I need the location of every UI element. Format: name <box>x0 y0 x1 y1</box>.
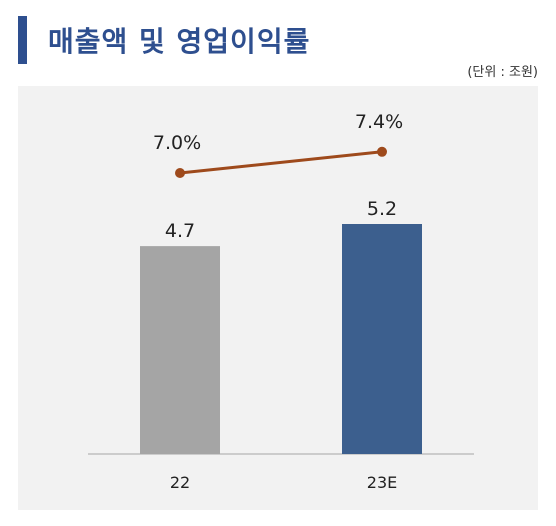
bar-value-label-2: 5.2 <box>367 198 397 220</box>
bar-1 <box>140 246 220 454</box>
x-tick-label-2: 23E <box>367 473 397 492</box>
bar-value-label-1: 4.7 <box>165 220 195 242</box>
unit-label: (단위 : 조원) <box>467 65 538 80</box>
margin-point-1 <box>175 168 185 178</box>
chart-title: 매출액 및 영업이익률 <box>48 25 311 58</box>
x-tick-label-1: 22 <box>170 473 190 492</box>
margin-line <box>179 150 383 175</box>
bar-2 <box>342 224 422 454</box>
margin-point-2 <box>377 146 387 157</box>
margin-value-label-1: 7.0% <box>153 132 201 154</box>
title-accent-bar <box>18 16 27 64</box>
margin-value-label-2: 7.4% <box>355 111 403 133</box>
chart-panel <box>18 86 538 510</box>
